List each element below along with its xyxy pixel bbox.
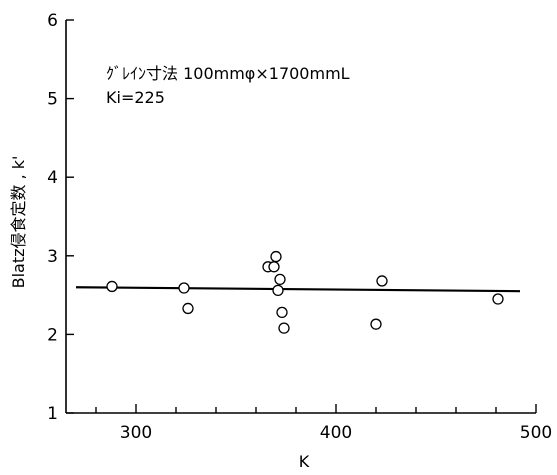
data-point xyxy=(178,282,190,294)
data-point xyxy=(274,273,286,286)
x-tick-label-500: 500 xyxy=(520,423,552,443)
fit-line xyxy=(75,286,521,293)
data-point xyxy=(376,275,388,287)
data-point xyxy=(272,284,284,297)
data-point xyxy=(276,306,288,319)
data-point xyxy=(268,261,280,273)
data-point xyxy=(182,302,194,315)
y-tick-label-1: 1 xyxy=(47,404,58,424)
y-tick-label-4: 4 xyxy=(47,168,58,188)
ticks xyxy=(66,19,537,414)
data-point xyxy=(278,322,290,334)
axes xyxy=(65,20,536,414)
fit-line-group xyxy=(75,286,521,293)
ki-annotation: Ki=225 xyxy=(106,88,165,107)
y-tick-label-5: 5 xyxy=(47,90,58,110)
x-tick-label-400: 400 xyxy=(320,423,352,443)
data-point xyxy=(492,293,504,305)
y-tick-label-6: 6 xyxy=(47,11,58,31)
data-point xyxy=(270,250,282,263)
data-point xyxy=(370,318,382,330)
data-points xyxy=(106,250,504,334)
x-tick-label-300: 300 xyxy=(120,423,152,443)
y-tick-label-2: 2 xyxy=(47,325,58,345)
y-axis-label: Blatz侵食定数 , k' xyxy=(9,156,28,289)
x-axis-label: K xyxy=(299,452,310,471)
tick-labels: 1 2 3 4 5 6 300 400 500 xyxy=(47,11,552,443)
grain-size-annotation: ｸﾞﾚｲﾝ寸法 100mmφ×1700mmL xyxy=(106,64,350,83)
y-tick-label-3: 3 xyxy=(47,247,58,267)
data-point xyxy=(106,280,118,293)
